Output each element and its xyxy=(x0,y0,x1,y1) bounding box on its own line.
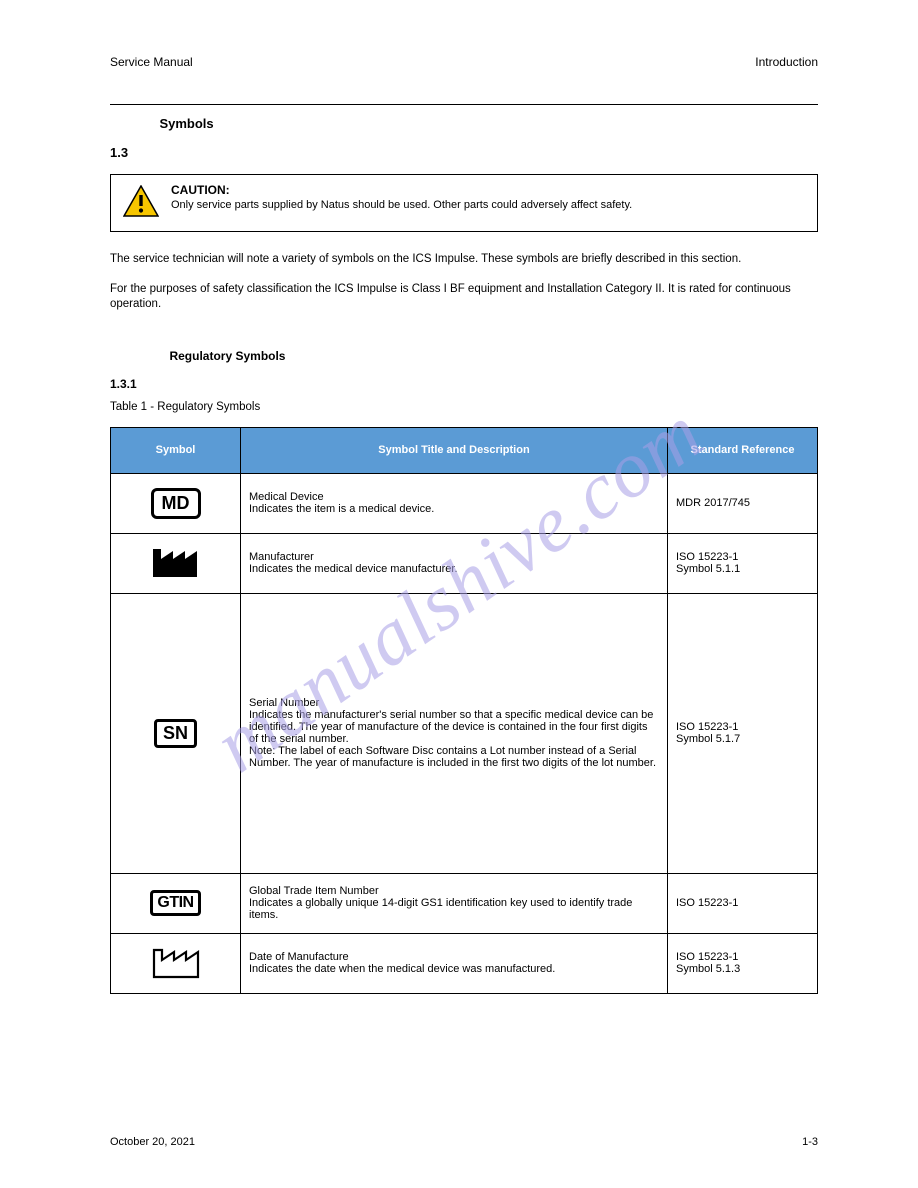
body-paragraph-2: For the purposes of safety classificatio… xyxy=(110,282,818,313)
doc-title: Service Manual xyxy=(110,55,193,69)
table-row: MD Medical Device Indicates the item is … xyxy=(111,473,818,533)
body-paragraph-1: The service technician will note a varie… xyxy=(110,252,818,268)
table-row: GTIN Global Trade Item Number Indicates … xyxy=(111,873,818,933)
subsection-number: 1.3.1 xyxy=(110,377,165,391)
std-cell: ISO 15223-1 xyxy=(668,873,818,933)
symbol-gtin: GTIN xyxy=(111,873,241,933)
header-rule xyxy=(110,104,818,105)
section-heading: 1.3 Symbols xyxy=(110,115,818,160)
md-icon: MD xyxy=(151,488,201,519)
std-cell: ISO 15223-1 Symbol 5.1.1 xyxy=(668,533,818,593)
page-section-label: Introduction xyxy=(755,55,818,69)
col-desc: Symbol Title and Description xyxy=(241,427,668,473)
table-row: Manufacturer Indicates the medical devic… xyxy=(111,533,818,593)
section-number: 1.3 xyxy=(110,145,155,160)
footer-page: 1-3 xyxy=(802,1136,818,1148)
desc-cell: Medical Device Indicates the item is a m… xyxy=(241,473,668,533)
desc-cell: Serial Number Indicates the manufacturer… xyxy=(241,593,668,873)
symbol-sn: SN xyxy=(111,593,241,873)
col-symbol: Symbol xyxy=(111,427,241,473)
desc-cell: Date of Manufacture Indicates the date w… xyxy=(241,933,668,993)
factory-icon xyxy=(151,545,201,579)
desc-cell: Global Trade Item Number Indicates a glo… xyxy=(241,873,668,933)
symbol-mfgdate xyxy=(111,933,241,993)
subsection-title: Regulatory Symbols xyxy=(169,349,285,363)
gtin-icon: GTIN xyxy=(150,890,200,916)
caution-text: Only service parts supplied by Natus sho… xyxy=(171,199,809,211)
sn-icon: SN xyxy=(154,719,197,748)
subsection-heading: 1.3.1 Regulatory Symbols xyxy=(110,347,818,391)
factory-outline-icon xyxy=(151,944,201,980)
col-std: Standard Reference xyxy=(668,427,818,473)
page: manualshive.com Service Manual Introduct… xyxy=(0,0,918,1188)
caution-box: CAUTION: Only service parts supplied by … xyxy=(110,174,818,232)
warning-icon xyxy=(123,185,159,217)
table-row: Date of Manufacture Indicates the date w… xyxy=(111,933,818,993)
table-row: SN Serial Number Indicates the manufactu… xyxy=(111,593,818,873)
std-cell: ISO 15223-1 Symbol 5.1.7 xyxy=(668,593,818,873)
std-cell: MDR 2017/745 xyxy=(668,473,818,533)
footer-date: October 20, 2021 xyxy=(110,1136,195,1148)
table-caption: Table 1 - Regulatory Symbols xyxy=(110,401,818,413)
header: Service Manual Introduction xyxy=(110,55,818,69)
section-title: Symbols xyxy=(159,116,213,131)
symbols-table: Symbol Symbol Title and Description Stan… xyxy=(110,427,818,994)
table-header-row: Symbol Symbol Title and Description Stan… xyxy=(111,427,818,473)
caution-label: CAUTION: xyxy=(171,183,809,197)
symbol-manufacturer xyxy=(111,533,241,593)
footer: October 20, 2021 1-3 xyxy=(110,1136,818,1148)
desc-cell: Manufacturer Indicates the medical devic… xyxy=(241,533,668,593)
std-cell: ISO 15223-1 Symbol 5.1.3 xyxy=(668,933,818,993)
symbol-md: MD xyxy=(111,473,241,533)
